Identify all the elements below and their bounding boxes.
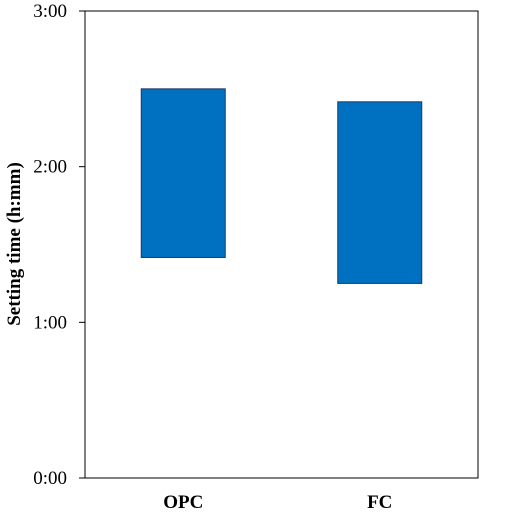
- y-tick-label: 0:00: [33, 468, 67, 489]
- plot-area-border: [84, 10, 479, 479]
- x-category-label-fc: FC: [367, 492, 392, 513]
- y-tick-label: 3:00: [33, 1, 67, 22]
- x-axis-labels: OPC FC: [163, 492, 392, 513]
- y-axis-title: Setting time (h:mm): [4, 162, 25, 326]
- y-axis-ticks: 0:00 1:00 2:00 3:00: [33, 1, 85, 489]
- bar-opc: [140, 88, 226, 258]
- x-category-label-opc: OPC: [163, 492, 203, 513]
- y-tick-label: 1:00: [33, 312, 67, 333]
- y-tick-label: 2:00: [33, 157, 67, 178]
- bar-fc: [337, 101, 423, 284]
- bars: [140, 88, 423, 284]
